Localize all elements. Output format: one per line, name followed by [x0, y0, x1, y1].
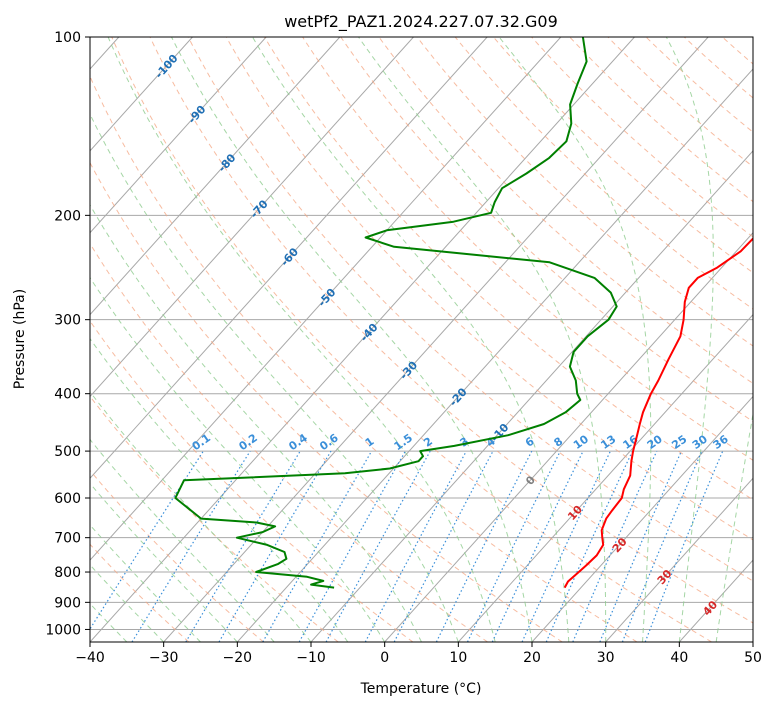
y-tick-label: 900 — [54, 595, 81, 611]
plot-background — [0, 37, 775, 642]
y-tick-label: 600 — [54, 491, 81, 507]
moist-adiabat-line — [0, 125, 237, 642]
moist-adiabat-line — [253, 37, 569, 642]
mixing-ratio-label: 20 — [645, 432, 665, 452]
y-tick-label: 800 — [54, 565, 81, 581]
dry-adiabat-line — [417, 37, 775, 642]
isotherm-line — [679, 37, 775, 642]
mixing-ratio-label: 2 — [421, 435, 435, 450]
moist-adiabat-line — [172, 37, 533, 642]
x-tick-label: −30 — [149, 650, 179, 666]
x-tick-label: −10 — [296, 650, 326, 666]
moist-adiabat-line — [0, 58, 348, 642]
mixing-ratio-line — [299, 451, 405, 642]
mixing-ratio-line — [492, 451, 583, 642]
mixing-ratio-label: 1.5 — [392, 431, 415, 453]
x-tick-label: 50 — [744, 650, 762, 666]
moist-adiabat-line — [0, 37, 385, 642]
y-tick-label: 100 — [54, 30, 81, 46]
y-tick-label: 700 — [54, 531, 81, 547]
moist-adiabat-line — [108, 37, 495, 642]
dry-adiabat-line — [493, 37, 775, 642]
isotherm-line — [753, 37, 775, 642]
isotherm-line — [0, 37, 487, 642]
mixing-ratio-line — [468, 451, 561, 642]
dry-adiabat-line — [226, 37, 775, 642]
dry-adiabat-line — [265, 37, 775, 642]
mixing-ratio-label: 30 — [690, 432, 710, 452]
x-tick-label: −40 — [75, 650, 105, 666]
x-tick-label: −20 — [223, 650, 253, 666]
temperature-profile-line — [565, 37, 775, 588]
x-tick-label: 10 — [449, 650, 467, 666]
dry-adiabat-line — [0, 37, 413, 642]
dry-adiabat-line — [761, 37, 775, 642]
dry-adiabat-line — [608, 37, 775, 642]
mixing-ratio-label: 25 — [669, 433, 689, 452]
isotherm-line — [16, 37, 561, 642]
dry-adiabat-line — [0, 37, 264, 642]
mixing-ratio-line — [263, 451, 372, 642]
mixing-ratio-line — [365, 451, 466, 642]
isotherm-line — [0, 37, 414, 642]
y-axis-label: Pressure (hPa) — [12, 289, 28, 389]
x-tick-label: 30 — [597, 650, 615, 666]
dry-adiabat-line — [379, 37, 775, 642]
mixing-ratio-label: 0.4 — [286, 431, 310, 453]
plot-frame — [90, 37, 753, 642]
mixing-ratio-label: 0.2 — [236, 431, 259, 453]
isotherm-line — [0, 37, 266, 642]
isotherm-line — [164, 37, 709, 642]
mixing-ratio-line — [326, 451, 430, 642]
y-tick-label: 400 — [54, 387, 81, 403]
dry-adiabat-line — [0, 37, 338, 642]
moist-adiabat-line — [716, 37, 775, 642]
isotherm-label: -100 — [153, 52, 181, 81]
dry-adiabat-line — [532, 37, 775, 642]
mixing-ratio-label: 0.1 — [190, 431, 213, 453]
moist-adiabat-line — [0, 104, 274, 642]
dry-adiabat-line — [646, 37, 775, 642]
dry-adiabat-line — [150, 37, 775, 642]
x-axis-label: Temperature (°C) — [360, 681, 482, 697]
y-tick-label: 200 — [54, 208, 81, 224]
mixing-ratio-label: 0.6 — [317, 431, 341, 453]
y-tick-label: 300 — [54, 313, 81, 329]
x-tick-label: 40 — [670, 650, 688, 666]
moist-adiabat-line — [499, 37, 651, 642]
mixing-ratio-label: 10 — [571, 432, 591, 452]
moist-adiabat-line — [0, 82, 311, 642]
chart-title: wetPf2_PAZ1.2024.227.07.32.G09 — [284, 12, 558, 32]
y-tick-label: 500 — [54, 444, 81, 460]
mixing-ratio-line — [622, 451, 702, 642]
mixing-ratio-label: 36 — [711, 432, 731, 452]
isotherm-line — [385, 37, 775, 642]
mixing-ratio-label: 1 — [363, 435, 377, 450]
moist-adiabat-line — [753, 37, 775, 642]
dry-adiabat-line — [0, 37, 189, 642]
x-tick-label: 20 — [523, 650, 541, 666]
x-tick-label: 0 — [380, 650, 389, 666]
y-tick-label: 1000 — [45, 622, 81, 638]
mixing-ratio-label: 13 — [598, 433, 618, 452]
axes: −40 −30 −20 −10 0 10 20 30 40 50 100 200 300 400 500 60… — [45, 30, 762, 666]
